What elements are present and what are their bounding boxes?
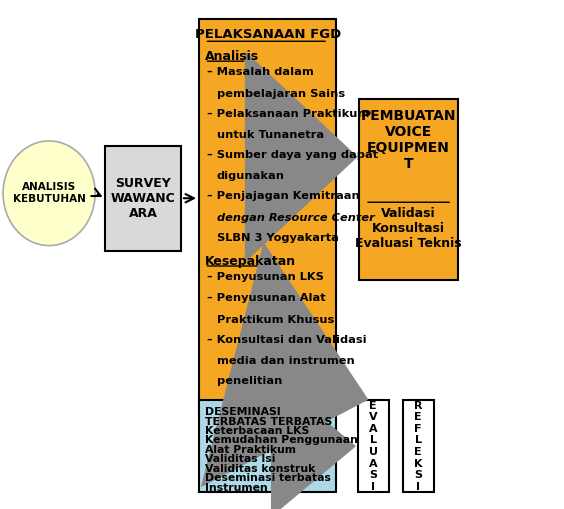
FancyBboxPatch shape <box>199 400 337 492</box>
Text: Analisis: Analisis <box>205 50 259 63</box>
FancyBboxPatch shape <box>105 146 181 250</box>
FancyBboxPatch shape <box>358 400 389 492</box>
Text: Keterbacaan LKS: Keterbacaan LKS <box>205 426 309 436</box>
Text: untuk Tunanetra: untuk Tunanetra <box>217 130 324 140</box>
Text: Validitas konstruk: Validitas konstruk <box>205 464 315 474</box>
Text: – Penjajagan Kemitraan: – Penjajagan Kemitraan <box>208 191 360 201</box>
FancyBboxPatch shape <box>403 400 434 492</box>
Text: penelitian: penelitian <box>217 376 282 386</box>
Text: digunakan: digunakan <box>217 172 285 181</box>
Text: ANALISIS
KEBUTUHAN: ANALISIS KEBUTUHAN <box>12 182 86 204</box>
Text: DESEMINASI: DESEMINASI <box>205 407 280 417</box>
Text: Instrumen: Instrumen <box>205 483 267 493</box>
Text: – Sumber daya yang dapat: – Sumber daya yang dapat <box>208 150 378 160</box>
Text: – Konsultasi dan Validasi: – Konsultasi dan Validasi <box>208 335 367 345</box>
Text: pembelajaran Sains: pembelajaran Sains <box>217 89 345 99</box>
Text: TERBATAS TERBATAS: TERBATAS TERBATAS <box>205 416 332 427</box>
Text: E
V
A
L
U
A
S
I: E V A L U A S I <box>369 401 378 492</box>
Text: Kemudahan Penggunaan: Kemudahan Penggunaan <box>205 436 358 445</box>
Text: Kesepakatan: Kesepakatan <box>205 255 296 268</box>
Text: Validasi
Konsultasi
Evaluasi Teknis: Validasi Konsultasi Evaluasi Teknis <box>355 207 462 250</box>
Text: PELAKSANAAN FGD: PELAKSANAAN FGD <box>195 28 341 41</box>
Text: PEMBUATAN
VOICE
EQUIPMEN
T: PEMBUATAN VOICE EQUIPMEN T <box>361 108 456 171</box>
Text: Deseminasi terbatas: Deseminasi terbatas <box>205 473 331 484</box>
Text: SURVEY
WAWANC
ARA: SURVEY WAWANC ARA <box>111 177 175 220</box>
FancyBboxPatch shape <box>359 99 457 280</box>
FancyBboxPatch shape <box>199 19 337 412</box>
Text: – Masalah dalam: – Masalah dalam <box>208 67 314 77</box>
Text: media dan instrumen: media dan instrumen <box>217 356 355 366</box>
Text: – Penyusunan LKS: – Penyusunan LKS <box>208 272 324 282</box>
Text: Validitas Isi: Validitas Isi <box>205 455 275 464</box>
Text: R
E
F
L
E
K
S
I: R E F L E K S I <box>414 401 422 492</box>
Text: Praktikum Khusus: Praktikum Khusus <box>217 315 334 325</box>
Text: dengan Resource Center: dengan Resource Center <box>217 213 374 223</box>
Ellipse shape <box>3 141 95 245</box>
Text: – Pelaksanaan Praktikum: – Pelaksanaan Praktikum <box>208 108 369 119</box>
Text: Alat Praktikum: Alat Praktikum <box>205 445 296 455</box>
Text: SLBN 3 Yogyakarta: SLBN 3 Yogyakarta <box>217 233 339 243</box>
Text: – Penyusunan Alat: – Penyusunan Alat <box>208 293 326 303</box>
